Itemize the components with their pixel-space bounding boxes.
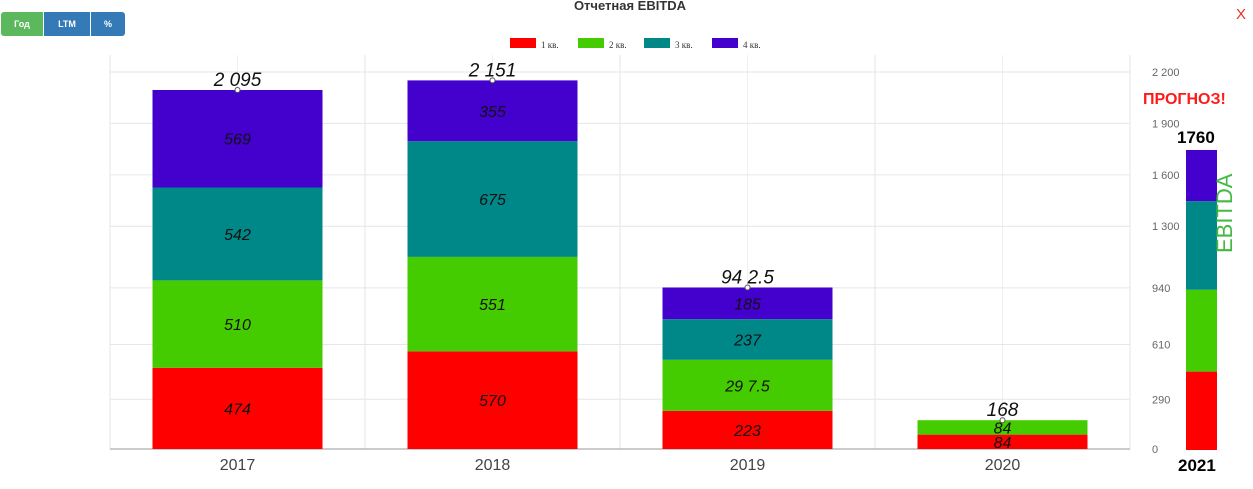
legend-swatch — [510, 38, 536, 48]
bar-segment — [662, 319, 833, 360]
legend-label: 2 кв. — [609, 40, 627, 50]
x-tick-label: 2019 — [730, 457, 766, 474]
total-marker — [999, 417, 1006, 424]
bar-segment — [407, 256, 578, 352]
bar-value-label: 84 — [994, 435, 1012, 452]
bar-segment — [917, 434, 1088, 449]
percent-button[interactable]: % — [91, 12, 125, 36]
total-marker — [234, 86, 241, 93]
forecast-axis-label: EBITDA — [1212, 173, 1237, 253]
bar-segment — [662, 410, 833, 449]
y-tick-label: 0 — [1152, 444, 1158, 456]
y-tick-label: 940 — [1152, 283, 1170, 295]
bar-segment — [407, 351, 578, 449]
forecast-year-label: 2021 — [1178, 456, 1216, 475]
forecast-label: ПРОГНОЗ! — [1143, 91, 1226, 108]
y-tick-label: 290 — [1152, 394, 1170, 406]
bar-segment — [152, 367, 323, 449]
legend-swatch — [712, 38, 738, 48]
y-tick-label: 1 900 — [1152, 118, 1180, 130]
bar-segment — [662, 287, 833, 320]
bar-value-label: 84 — [994, 420, 1012, 437]
bar-segment — [662, 359, 833, 411]
x-tick-label: 2017 — [220, 457, 256, 474]
legend-label: 1 кв. — [541, 40, 559, 50]
bar-value-label: 185 — [734, 296, 761, 313]
bar-value-label: 223 — [733, 423, 761, 440]
year-button[interactable]: Год — [1, 12, 43, 36]
bar-segment — [917, 420, 1088, 435]
bar-value-label: 570 — [479, 393, 506, 410]
bar-segment — [152, 280, 323, 368]
bar-value-label: 569 — [224, 132, 251, 149]
legend-label: 4 кв. — [743, 40, 761, 50]
forecast-bar-segment — [1186, 371, 1217, 450]
bar-segment — [152, 89, 323, 188]
total-marker — [744, 284, 751, 291]
bar-value-label: 355 — [479, 104, 506, 121]
ltm-button[interactable]: LTM — [44, 12, 90, 36]
close-icon[interactable]: X — [1235, 6, 1246, 23]
forecast-bar-segment — [1186, 289, 1217, 372]
bar-segment — [407, 141, 578, 257]
bar-segment — [407, 80, 578, 142]
y-tick-label: 2 200 — [1152, 67, 1180, 79]
forecast-total-label: 1760 — [1177, 128, 1215, 147]
period-toggle-group: Год LTM % — [1, 12, 125, 36]
bar-segment — [152, 187, 323, 281]
bar-value-label: 29 7.5 — [724, 378, 770, 395]
bar-value-label: 474 — [224, 401, 251, 418]
chart-title: Отчетная EBITDA — [573, 0, 687, 13]
bar-total-label: 94 2.5 — [721, 267, 774, 288]
bar-value-label: 510 — [224, 317, 251, 334]
legend-swatch — [644, 38, 670, 48]
y-tick-label: 1 600 — [1152, 170, 1180, 182]
bar-value-label: 675 — [479, 192, 506, 209]
bar-total-label: 2 151 — [468, 60, 517, 81]
x-tick-label: 2020 — [985, 457, 1021, 474]
bar-total-label: 2 095 — [213, 70, 262, 91]
bar-total-label: 168 — [987, 400, 1019, 421]
y-tick-label: 1 300 — [1152, 221, 1180, 233]
x-tick-label: 2018 — [475, 457, 511, 474]
legend-label: 3 кв. — [675, 40, 693, 50]
forecast-bar-segment — [1186, 150, 1217, 202]
y-tick-label: 610 — [1152, 339, 1170, 351]
bar-value-label: 237 — [733, 332, 762, 349]
total-marker — [489, 77, 496, 84]
forecast-bar-segment — [1186, 201, 1217, 290]
legend-swatch — [578, 38, 604, 48]
bar-value-label: 551 — [479, 297, 506, 314]
bar-value-label: 542 — [224, 227, 251, 244]
